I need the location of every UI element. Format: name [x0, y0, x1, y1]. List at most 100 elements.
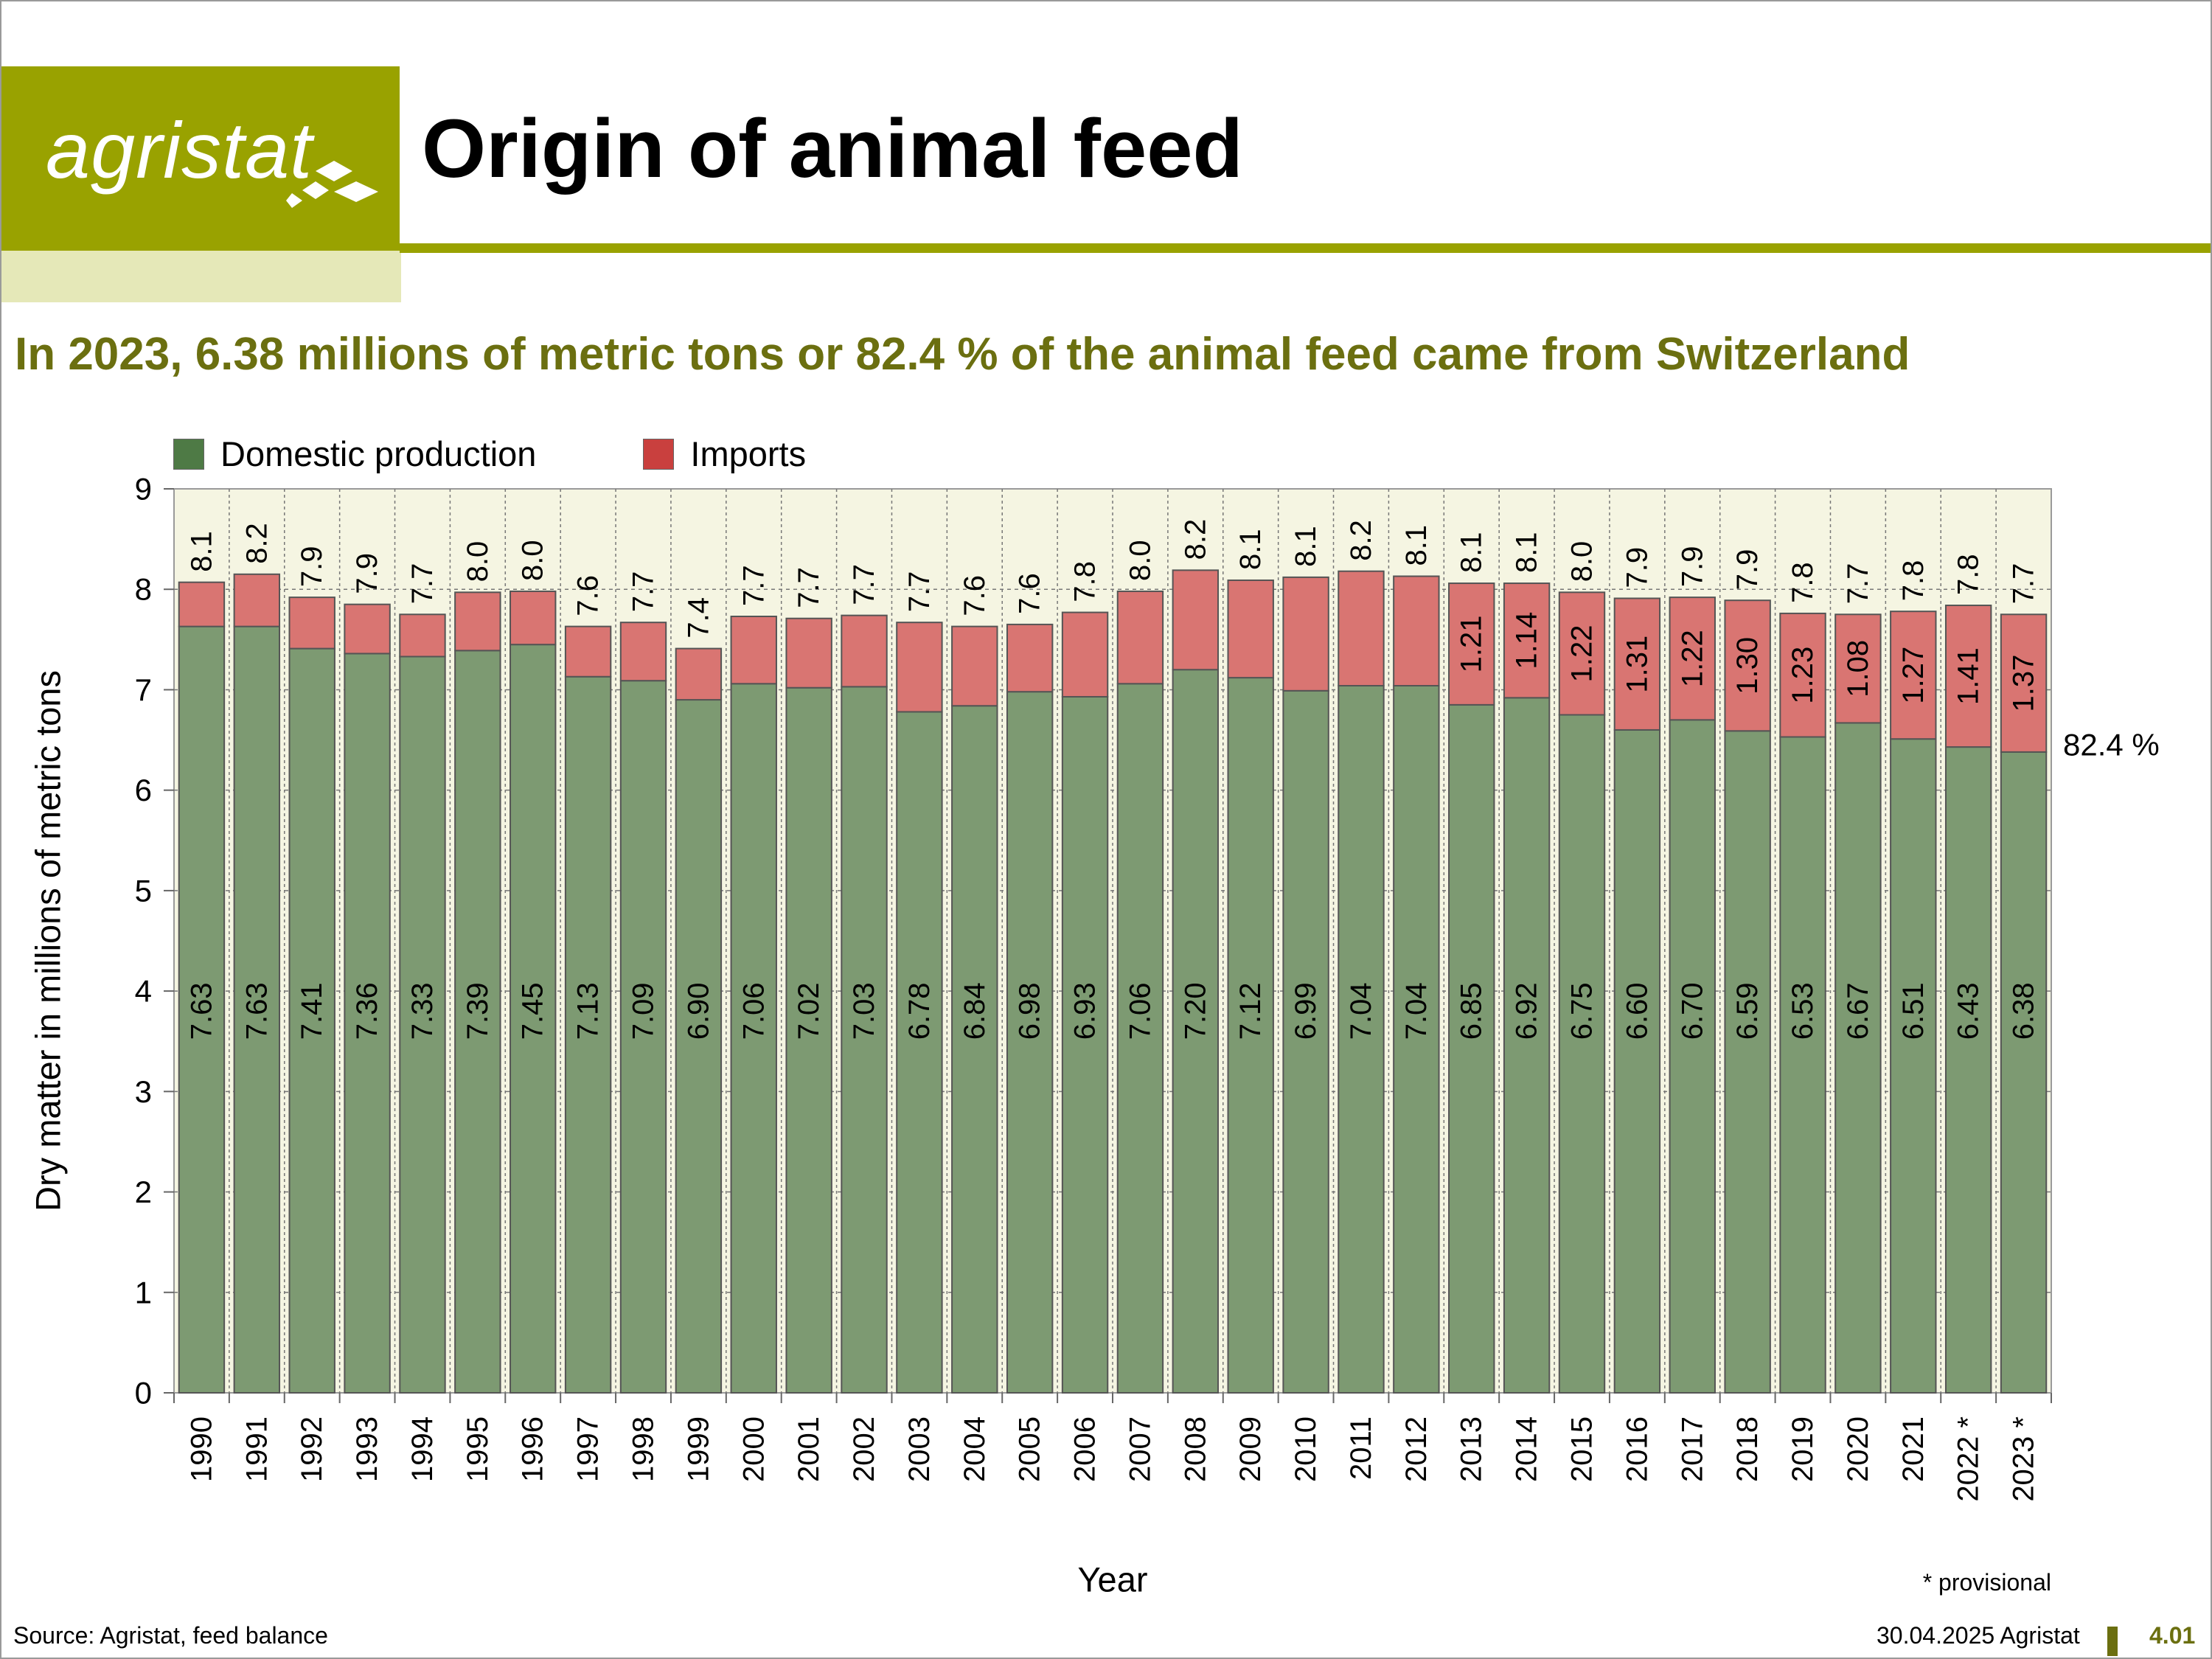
data-label-domestic: 6.85 — [1455, 982, 1488, 1040]
bar-imports — [1282, 576, 1329, 692]
bar-imports — [1613, 597, 1661, 731]
bar-domestic — [344, 653, 391, 1394]
data-label-total: 8.2 — [1345, 520, 1377, 561]
bar-domestic — [841, 686, 888, 1394]
y-tick-label: 0 — [135, 1376, 152, 1411]
y-tick-label: 6 — [135, 773, 152, 807]
footnote-provisional: * provisional — [1923, 1569, 2051, 1596]
bar-imports — [564, 625, 612, 678]
data-label-domestic: 7.06 — [737, 982, 770, 1040]
x-tick-label: 2010 — [1290, 1416, 1322, 1482]
data-label-total: 7.4 — [682, 597, 714, 639]
data-label-total: 8.0 — [1124, 540, 1156, 581]
x-tick-label: 2022 * — [1952, 1416, 1985, 1502]
data-label-domestic: 6.38 — [2008, 982, 2040, 1040]
bar-domestic — [675, 699, 723, 1394]
agristat-logo-icon — [286, 161, 378, 208]
bar-imports — [619, 622, 667, 682]
x-tick-label: 2019 — [1787, 1416, 1819, 1482]
share-annotation: 82.4 % — [2063, 727, 2160, 762]
data-label-domestic: 7.41 — [296, 982, 328, 1040]
legend-item-domestic: Domestic production — [173, 434, 536, 474]
bar-domestic — [1448, 703, 1495, 1394]
bar-imports — [288, 597, 335, 650]
data-label-domestic: 7.03 — [848, 982, 880, 1040]
bar-imports — [730, 616, 777, 685]
page-title: Origin of animal feed — [422, 102, 1243, 195]
x-tick-label: 2007 — [1124, 1416, 1156, 1482]
data-label-total: 8.0 — [517, 540, 549, 581]
legend-swatch-imports — [643, 438, 675, 470]
data-label-imports: 1.23 — [1787, 647, 1819, 704]
bar-domestic — [1503, 697, 1551, 1394]
x-tick-label: 2020 — [1842, 1416, 1874, 1482]
bar-imports — [233, 573, 281, 627]
bar-domestic — [1779, 736, 1826, 1394]
data-label-imports: 1.22 — [1566, 625, 1599, 682]
data-label-domestic: 7.63 — [240, 982, 273, 1040]
data-label-total: 7.8 — [1069, 561, 1102, 602]
x-tick-label: 2005 — [1014, 1416, 1046, 1482]
data-label-total: 7.6 — [572, 575, 605, 616]
bar-imports — [1061, 611, 1109, 698]
data-label-total: 7.8 — [1897, 560, 1930, 602]
bar-imports — [675, 647, 723, 701]
x-tick-label: 2017 — [1676, 1416, 1708, 1482]
data-label-total: 7.6 — [1014, 573, 1046, 614]
bar-imports — [399, 613, 446, 658]
x-tick-label: 1998 — [627, 1416, 660, 1482]
y-tick-label: 5 — [135, 873, 152, 908]
data-label-domestic: 6.67 — [1842, 982, 1874, 1040]
data-label-domestic: 6.53 — [1787, 982, 1819, 1040]
x-tick-label: 2008 — [1179, 1416, 1211, 1482]
x-tick-label: 1993 — [351, 1416, 383, 1482]
data-label-total: 8.0 — [1566, 541, 1599, 582]
bar-domestic — [288, 647, 335, 1394]
data-label-total: 7.9 — [351, 553, 383, 594]
legend-label-domestic: Domestic production — [220, 434, 537, 473]
data-label-total: 7.7 — [793, 567, 825, 608]
bar-domestic — [1669, 719, 1716, 1394]
data-label-total: 7.7 — [2008, 563, 2040, 605]
x-tick-label: 1994 — [406, 1416, 439, 1482]
data-label-total: 7.8 — [1787, 562, 1819, 603]
data-label-imports: 1.22 — [1676, 630, 1708, 687]
data-label-imports: 1.14 — [1511, 612, 1543, 669]
bar-imports — [1724, 599, 1771, 732]
data-label-imports: 1.37 — [2008, 655, 2040, 712]
publication-date: 30.04.2025 Agristat — [1877, 1622, 2080, 1649]
bar-imports — [1890, 611, 1937, 740]
data-label-total: 7.7 — [1842, 563, 1874, 605]
bar-domestic — [1558, 714, 1606, 1394]
data-label-imports: 1.08 — [1842, 640, 1874, 698]
data-label-total: 7.7 — [903, 571, 936, 613]
bar-imports — [1944, 605, 1992, 748]
source-note: Source: Agristat, feed balance — [13, 1622, 328, 1649]
data-label-domestic: 7.04 — [1400, 982, 1433, 1040]
bar-imports — [1227, 579, 1274, 679]
x-tick-label: 2009 — [1234, 1416, 1267, 1482]
bar-imports — [1172, 569, 1220, 671]
y-tick-label: 9 — [135, 472, 152, 507]
chart-legend: Domestic production Imports — [173, 434, 913, 474]
title-underline — [400, 243, 2211, 253]
data-label-total: 7.6 — [959, 575, 991, 616]
bar-imports — [509, 590, 557, 646]
y-tick-label: 4 — [135, 974, 152, 1009]
x-tick-label: 2018 — [1731, 1416, 1764, 1482]
x-tick-label: 2014 — [1511, 1416, 1543, 1482]
y-axis-title: Dry matter in millions of metric tons — [29, 670, 68, 1211]
x-tick-label: 2011 — [1345, 1416, 1377, 1480]
data-label-total: 8.1 — [185, 531, 218, 572]
data-label-domestic: 6.93 — [1069, 982, 1102, 1040]
data-label-domestic: 7.63 — [185, 982, 218, 1040]
data-label-total: 7.9 — [1621, 547, 1653, 588]
data-label-total: 7.7 — [406, 563, 439, 605]
x-tick-label: 2001 — [793, 1416, 825, 1482]
bar-domestic — [785, 686, 832, 1394]
data-label-total: 8.1 — [1511, 532, 1543, 573]
bar-domestic — [1834, 722, 1882, 1394]
bar-domestic — [1227, 677, 1274, 1394]
y-tick-label: 8 — [135, 572, 152, 607]
